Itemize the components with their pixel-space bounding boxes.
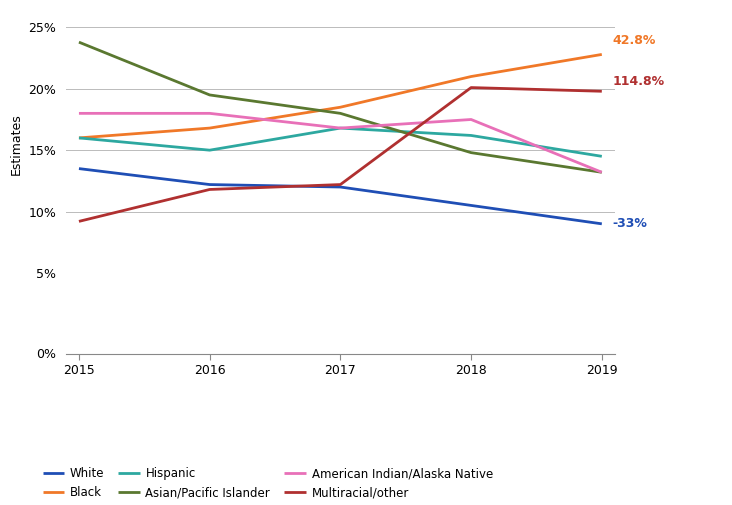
Hispanic — [597, 154, 606, 160]
Black — [205, 125, 214, 131]
Black — [336, 104, 345, 110]
Text: 114.8%: 114.8% — [612, 75, 665, 87]
American Indian/Alaska Native — [467, 117, 476, 123]
Multiracial/other — [336, 181, 345, 187]
Line: White: White — [79, 169, 602, 224]
Multiracial/other — [75, 218, 83, 224]
Text: -33%: -33% — [612, 217, 647, 230]
Black — [467, 74, 476, 80]
American Indian/Alaska Native — [336, 125, 345, 131]
Line: American Indian/Alaska Native: American Indian/Alaska Native — [79, 113, 602, 172]
Hispanic — [205, 147, 214, 153]
Line: Asian/Pacific Islander: Asian/Pacific Islander — [79, 42, 602, 172]
Black — [75, 135, 83, 141]
Line: Black: Black — [79, 55, 602, 138]
White — [336, 184, 345, 190]
Hispanic — [336, 125, 345, 131]
White — [597, 221, 606, 227]
Text: 42.8%: 42.8% — [612, 34, 656, 47]
White — [75, 166, 83, 172]
Multiracial/other — [597, 88, 606, 94]
American Indian/Alaska Native — [597, 169, 606, 175]
Multiracial/other — [467, 84, 476, 90]
Legend: White, Black, Hispanic, Asian/Pacific Islander, American Indian/Alaska Native, M: White, Black, Hispanic, Asian/Pacific Is… — [42, 467, 493, 499]
Black — [597, 52, 606, 58]
Asian/Pacific Islander — [597, 169, 606, 175]
Asian/Pacific Islander — [75, 39, 83, 45]
American Indian/Alaska Native — [75, 110, 83, 116]
Asian/Pacific Islander — [336, 110, 345, 116]
Y-axis label: Estimates: Estimates — [10, 113, 23, 175]
White — [467, 203, 476, 209]
American Indian/Alaska Native — [205, 110, 214, 116]
Asian/Pacific Islander — [467, 149, 476, 156]
White — [205, 181, 214, 187]
Line: Hispanic: Hispanic — [79, 128, 602, 157]
Line: Multiracial/other: Multiracial/other — [79, 87, 602, 221]
Hispanic — [467, 132, 476, 138]
Hispanic — [75, 135, 83, 141]
Multiracial/other — [205, 186, 214, 192]
Asian/Pacific Islander — [205, 92, 214, 98]
